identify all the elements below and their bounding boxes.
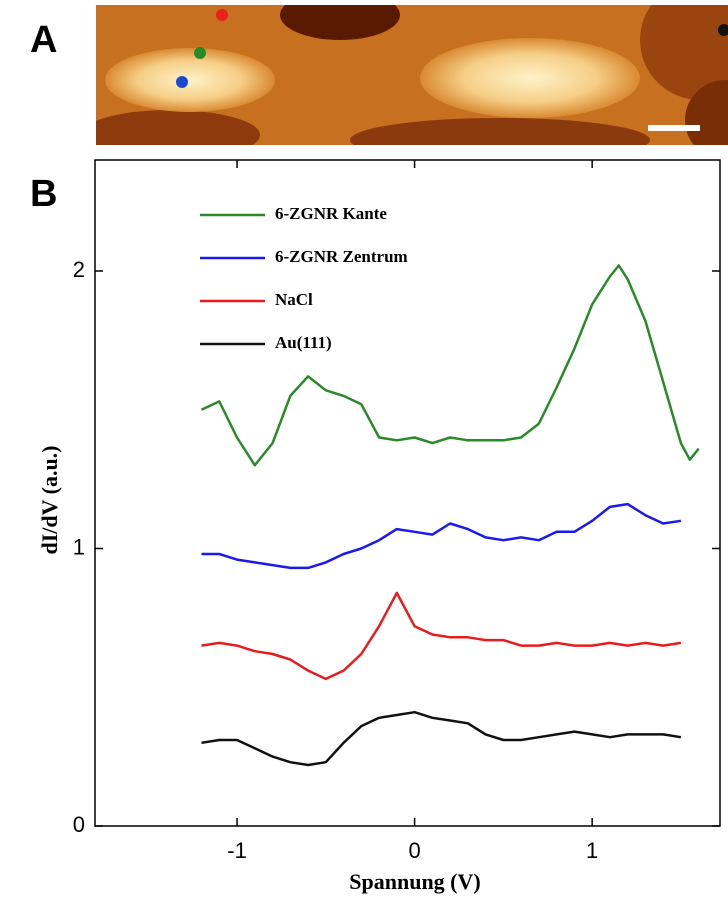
y-axis-label: dI/dV (a.u.): [37, 445, 62, 554]
legend-label: NaCl: [275, 290, 313, 309]
series-line: [201, 710, 682, 767]
x-axis-label: Spannung (V): [349, 869, 480, 894]
series-line: [200, 264, 700, 467]
x-tick-label: 1: [586, 838, 598, 863]
series-line: [201, 591, 682, 681]
legend-label: 6-ZGNR Zentrum: [275, 247, 408, 266]
panel-label: B: [30, 173, 57, 215]
x-tick-label: -1: [227, 838, 247, 863]
legend-label: 6-ZGNR Kante: [275, 204, 387, 223]
y-tick-label: 2: [73, 257, 85, 282]
stm-image: [96, 5, 728, 145]
x-tick-label: 0: [408, 838, 420, 863]
y-tick-label: 0: [73, 812, 85, 837]
plot-frame: [94, 159, 721, 827]
legend-label: Au(111): [275, 333, 332, 352]
series-line: [201, 502, 682, 570]
y-tick-label: 1: [73, 534, 85, 559]
panel-label: A: [30, 19, 57, 61]
plot: -1 0 1 0 1 2 6-ZGNR Kante 6-ZGNR Zentrum NaCl Au(…: [73, 160, 720, 863]
